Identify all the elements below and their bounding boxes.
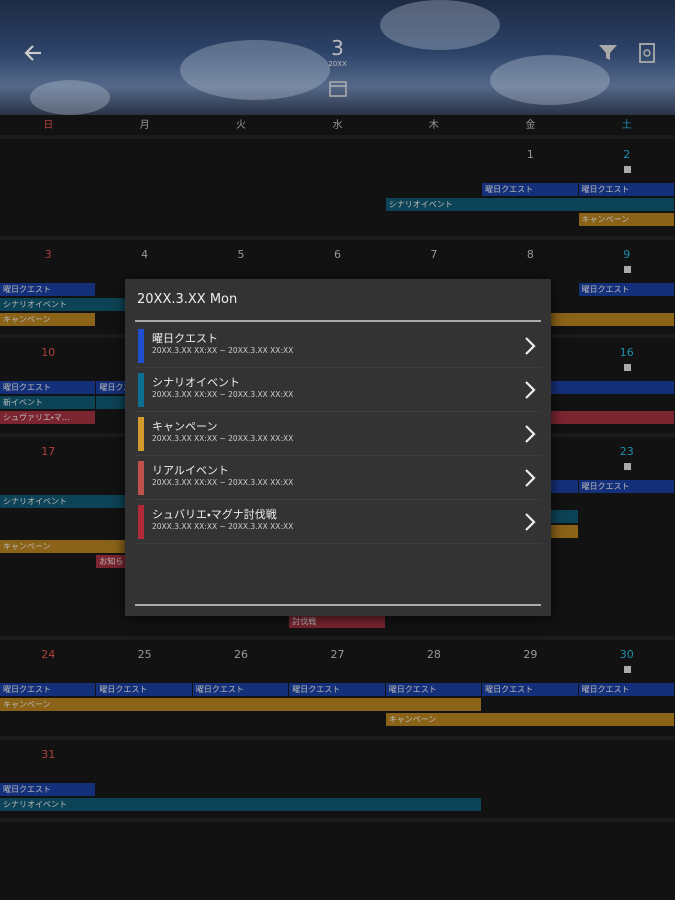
memo-icon: [623, 166, 631, 173]
event-bar[interactable]: 曜日クエスト: [482, 683, 578, 696]
event-color: [138, 329, 144, 363]
event-name: シナリオイベント: [152, 376, 240, 389]
event-item[interactable]: 曜日クエスト 20XX.3.XX XX:XX ~ 20XX.3.XX XX:XX: [135, 324, 541, 368]
event-name: リアルイベント: [152, 464, 229, 477]
chevron: [525, 513, 536, 531]
event-bar[interactable]: 曜日クエスト: [578, 183, 674, 196]
event-bar[interactable]: 曜日クエスト: [0, 381, 96, 394]
memo-icon: [623, 666, 631, 673]
filter-button[interactable]: [597, 42, 619, 62]
chevron: [525, 469, 536, 487]
day-number: 29: [523, 648, 538, 661]
event-bar[interactable]: 曜日クエスト: [578, 283, 674, 296]
divider: [135, 604, 541, 606]
weekday: 日: [43, 120, 54, 131]
event-bar[interactable]: シナリオイベント: [385, 198, 674, 211]
event-bar[interactable]: 曜日クエスト: [0, 683, 96, 696]
day-number: 8: [526, 248, 534, 261]
event-name: シュバリエ・マグナ討伐戦: [152, 508, 277, 521]
event-bar[interactable]: キャンペーン: [578, 213, 674, 226]
month: 3: [331, 36, 344, 60]
weekday: 水: [332, 120, 343, 131]
event-item[interactable]: シナリオイベント 20XX.3.XX XX:XX ~ 20XX.3.XX XX:X…: [135, 368, 541, 412]
weekday: 金: [525, 120, 536, 131]
event-bar[interactable]: 曜日クエスト: [482, 183, 578, 196]
event-bar[interactable]: 曜日クエスト: [192, 683, 289, 696]
year: 20XX: [328, 60, 347, 68]
separator: [0, 818, 675, 822]
event-period: 20XX.3.XX XX:XX ~ 20XX.3.XX XX:XX: [152, 390, 294, 399]
divider: [135, 320, 541, 322]
event-bar[interactable]: 討伐戦: [289, 615, 385, 628]
event-name: キャンペーン: [152, 420, 218, 433]
event-period: 20XX.3.XX XX:XX ~ 20XX.3.XX XX:XX: [152, 522, 294, 531]
day-dialog: 20XX.3.XX Mon 曜日クエスト 20XX.3.XX XX:XX ~ 20…: [125, 279, 551, 616]
event-bar[interactable]: 曜日クエスト: [385, 683, 482, 696]
day-number: 23: [619, 445, 634, 458]
event-period: 20XX.3.XX XX:XX ~ 20XX.3.XX XX:XX: [152, 434, 294, 443]
event-bar[interactable]: キャンペーン: [385, 713, 674, 726]
dialog-title: 20XX.3.XX Mon: [137, 292, 238, 307]
event-name: 曜日クエスト: [152, 332, 218, 345]
day-number: 9: [623, 248, 631, 261]
event-bar[interactable]: シュヴァリエ・マ…: [0, 411, 96, 424]
day-number: 3: [44, 248, 52, 261]
day-number: 31: [41, 748, 56, 761]
event-color: [138, 373, 144, 407]
event-bar[interactable]: シナリオイベント: [0, 798, 482, 811]
chevron: [525, 381, 536, 399]
event-bar[interactable]: 新イベント: [0, 396, 96, 409]
event-bar[interactable]: キャンペーン: [0, 313, 96, 326]
memo-icon: [623, 463, 631, 470]
weekday: 火: [236, 120, 247, 131]
day-number: 1: [526, 148, 534, 161]
chevron: [525, 337, 536, 355]
calendar-button[interactable]: [328, 78, 348, 98]
memo-icon: [623, 266, 631, 273]
separator: [0, 135, 675, 139]
day-number: 16: [619, 346, 634, 359]
weekday: 木: [428, 120, 439, 131]
event-bar[interactable]: 曜日クエスト: [96, 683, 192, 696]
memo-icon: [623, 364, 631, 371]
event-item[interactable]: キャンペーン 20XX.3.XX XX:XX ~ 20XX.3.XX XX:XX: [135, 412, 541, 456]
back-button[interactable]: [22, 42, 44, 64]
day-number: 27: [330, 648, 345, 661]
day-number: 2: [623, 148, 631, 161]
day-number: 7: [430, 248, 438, 261]
weekday: 土: [621, 120, 632, 131]
event-bar[interactable]: 曜日クエスト: [0, 783, 96, 796]
day-number: 5: [237, 248, 245, 261]
day-number: 17: [41, 445, 56, 458]
day-number: 25: [137, 648, 152, 661]
event-bar[interactable]: 曜日クエスト: [578, 683, 674, 696]
event-color: [138, 417, 144, 451]
event-bar[interactable]: 曜日クエスト: [0, 283, 96, 296]
event-item[interactable]: リアルイベント 20XX.3.XX XX:XX ~ 20XX.3.XX XX:XX: [135, 456, 541, 500]
event-item[interactable]: シュバリエ・マグナ討伐戦 20XX.3.XX XX:XX ~ 20XX.3.XX …: [135, 500, 541, 544]
day-number: 24: [41, 648, 56, 661]
chevron: [525, 425, 536, 443]
day-number: 10: [41, 346, 56, 359]
header: 3 20XX: [0, 0, 675, 115]
weekday: 月: [139, 120, 150, 131]
day-number: 6: [333, 248, 341, 261]
event-bar[interactable]: 曜日クエスト: [578, 480, 674, 493]
separator: [0, 736, 675, 740]
separator: [0, 636, 675, 640]
event-bar[interactable]: 曜日クエスト: [289, 683, 385, 696]
event-period: 20XX.3.XX XX:XX ~ 20XX.3.XX XX:XX: [152, 478, 294, 487]
day-number: 30: [619, 648, 634, 661]
event-bar[interactable]: キャンペーン: [0, 698, 482, 711]
event-period: 20XX.3.XX XX:XX ~ 20XX.3.XX XX:XX: [152, 346, 294, 355]
day-number: 26: [234, 648, 249, 661]
event-color: [138, 505, 144, 539]
day-number: 28: [426, 648, 441, 661]
share-button[interactable]: [637, 40, 657, 64]
day-number: 4: [141, 248, 149, 261]
separator: [0, 236, 675, 240]
event-color: [138, 461, 144, 495]
